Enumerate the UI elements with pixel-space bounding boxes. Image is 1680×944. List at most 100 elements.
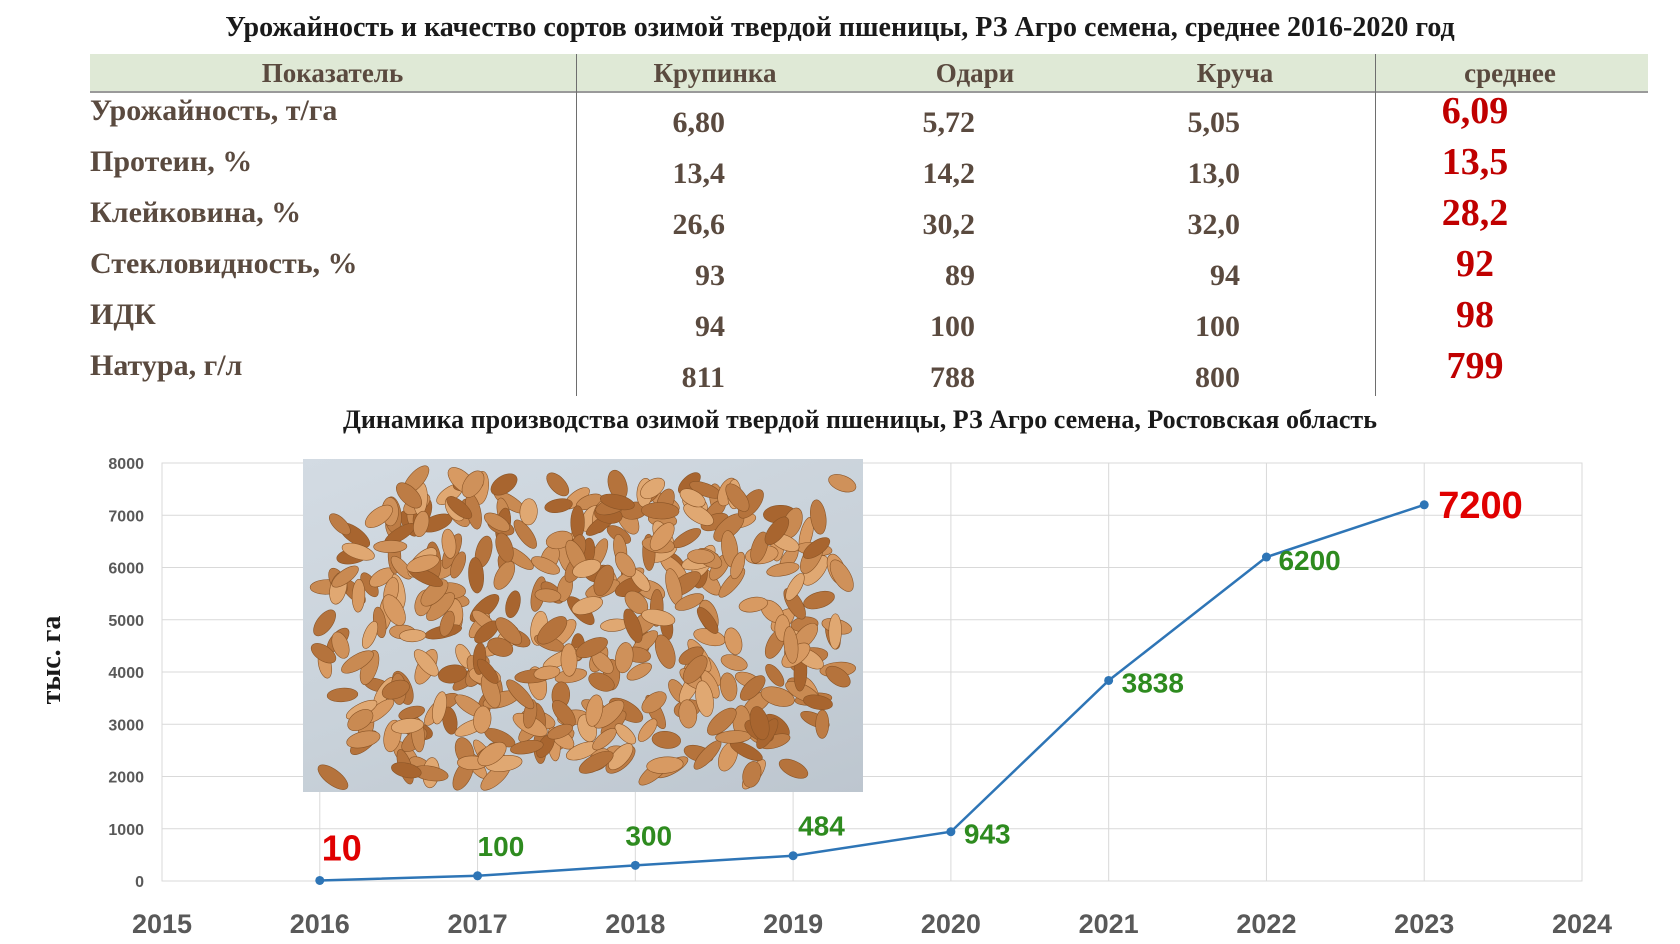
wheat-grain	[381, 679, 410, 700]
series-line	[319, 503, 1425, 882]
wheat-grain	[446, 496, 473, 520]
x-tick-label: 2018	[605, 909, 665, 939]
data-label: 943	[964, 819, 1011, 850]
wheat-grain	[802, 537, 831, 559]
x-tick-label: 2024	[1552, 909, 1612, 939]
row-label: Стекловидность, %	[90, 247, 358, 280]
data-point	[1104, 675, 1114, 685]
wheat-grain	[803, 694, 833, 710]
wheat-grain	[546, 472, 570, 497]
data-point	[315, 875, 325, 885]
x-tick-label: 2019	[763, 909, 823, 939]
wheat-grain	[682, 655, 708, 684]
data-label: 7200	[1438, 485, 1523, 527]
wheat-grain	[493, 560, 516, 590]
wheat-grain	[695, 680, 714, 717]
wheat-grain	[490, 473, 518, 496]
wheat-grain	[537, 616, 568, 645]
cell-average: 92	[1456, 243, 1494, 285]
header-indicator: Показатель	[261, 58, 404, 88]
data-label: 6200	[1278, 545, 1340, 576]
wheat-grain	[560, 643, 578, 677]
wheat-grain	[390, 555, 413, 580]
wheat-grain	[533, 665, 561, 680]
cell-average: 28,2	[1441, 192, 1509, 234]
data-label: 3838	[1122, 667, 1184, 698]
y-tick-label: 8000	[108, 456, 144, 473]
wheat-grain	[476, 658, 499, 684]
wheat-grain	[347, 709, 374, 732]
cell-krucha: 5,05	[1187, 106, 1241, 139]
wheat-grain	[364, 504, 393, 529]
wheat-grain	[593, 564, 615, 597]
table-title: Урожайность и качество сортов озимой тве…	[225, 12, 1455, 43]
wheat-grain	[572, 559, 602, 578]
wheat-grain	[390, 718, 425, 734]
wheat-grain	[803, 590, 835, 610]
cell-average: 98	[1456, 294, 1494, 336]
cell-krucha: 13,0	[1187, 157, 1241, 190]
y-tick-label: 2000	[108, 770, 144, 787]
wheat-grain	[399, 629, 427, 643]
wheat-grain	[413, 649, 439, 677]
header-krupinka: Крупинка	[653, 58, 777, 88]
wheat-grain	[382, 594, 406, 626]
wheat-grain	[783, 626, 799, 664]
wheat-grain	[495, 532, 514, 563]
cell-odari: 14,2	[922, 157, 976, 190]
wheat-grain	[641, 502, 680, 520]
wheat-grain	[730, 551, 746, 580]
wheat-grain	[828, 613, 842, 650]
wheat-grain	[614, 723, 637, 745]
row-label: Урожайность, т/га	[90, 94, 338, 127]
wheat-grain	[646, 756, 684, 774]
wheat-grain	[725, 483, 750, 512]
wheat-grain	[534, 588, 562, 603]
wheat-grain	[720, 654, 748, 671]
wheat-grain	[373, 540, 408, 553]
wheat-grain	[442, 706, 458, 735]
wheat-grain	[825, 665, 851, 688]
wheat-grain	[738, 596, 768, 613]
y-tick-label: 7000	[108, 508, 144, 525]
x-tick-label: 2020	[921, 909, 981, 939]
wheat-grain	[626, 662, 652, 681]
wheat-grain	[623, 608, 643, 643]
wheat-grain	[674, 593, 705, 611]
x-tick-label: 2016	[290, 909, 350, 939]
wheat-grain	[437, 664, 468, 684]
wheat-grain	[683, 503, 714, 526]
wheat-grain	[637, 718, 658, 742]
cell-krupinka: 93	[695, 259, 725, 292]
cell-krucha: 800	[1195, 361, 1240, 394]
wheat-grain	[578, 750, 614, 774]
wheat-grain	[547, 723, 573, 740]
wheat-grain	[766, 562, 800, 577]
wheat-grain	[742, 761, 762, 788]
wheat-grain	[588, 672, 615, 692]
y-tick-label: 5000	[108, 613, 144, 630]
x-tick-label: 2022	[1236, 909, 1296, 939]
wheat-grain	[592, 728, 617, 751]
wheat-grain	[406, 554, 440, 573]
wheat-grain	[391, 762, 422, 779]
y-tick-label: 6000	[108, 561, 144, 578]
data-label: 10	[322, 827, 362, 868]
data-label: 300	[625, 820, 672, 851]
wheat-grain	[513, 519, 537, 549]
wheat-grain	[764, 516, 790, 546]
y-tick-label: 0	[135, 874, 144, 891]
data-point	[788, 851, 798, 861]
cell-average: 6,09	[1441, 90, 1509, 132]
data-point	[1261, 552, 1271, 562]
cell-krucha: 94	[1210, 259, 1240, 292]
wheat-grain	[719, 672, 738, 702]
row-label: ИДК	[90, 298, 156, 331]
wheat-grain	[829, 559, 854, 592]
wheat-grain	[778, 758, 809, 779]
data-label: 484	[798, 811, 845, 842]
wheat-grain	[329, 513, 351, 536]
wheat-grain	[505, 590, 521, 618]
wheat-grain	[473, 705, 492, 734]
cell-krucha: 100	[1195, 310, 1240, 343]
